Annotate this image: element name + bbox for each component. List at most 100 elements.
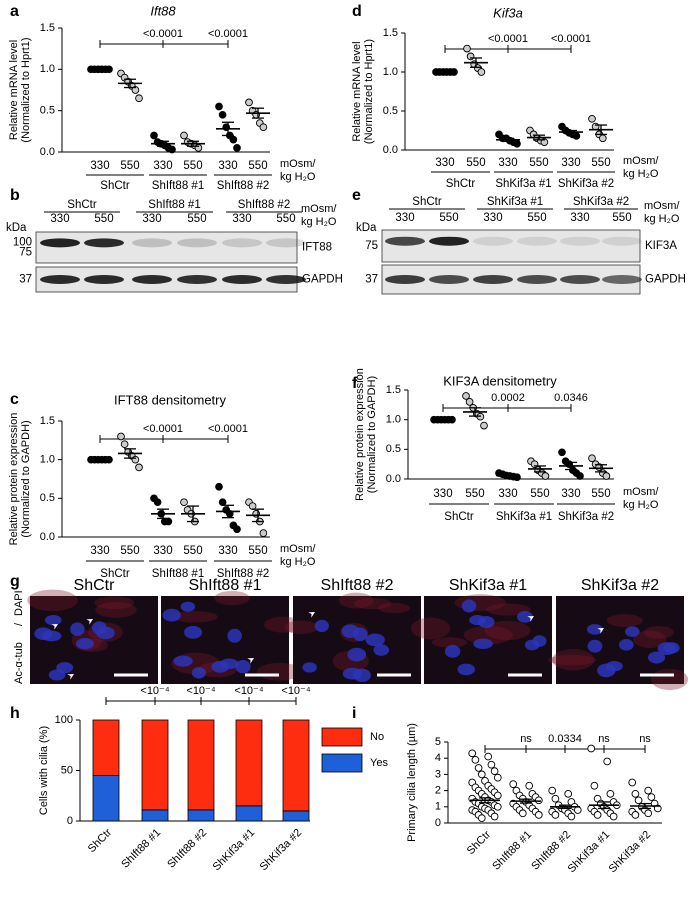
- chart-title: IFT88 densitometry: [114, 392, 226, 407]
- y-tick-label: 0.5: [383, 105, 398, 117]
- cilia-stain: [94, 596, 135, 610]
- y-tick-label: 2: [435, 785, 441, 797]
- cilia-stain: [606, 614, 643, 627]
- group-label: ShCtr: [444, 511, 474, 523]
- legend-label: No: [370, 731, 384, 743]
- group-label: ShKif3a #2: [558, 178, 614, 190]
- data-point: [513, 139, 521, 148]
- blot-band: [266, 275, 306, 284]
- data-point: [471, 755, 480, 764]
- unit-label: kg H₂O: [301, 216, 337, 228]
- x-tick-label: 550: [248, 160, 267, 172]
- y-tick-label: 0.5: [40, 105, 55, 117]
- nucleus: [524, 639, 540, 651]
- data-point: [493, 802, 502, 811]
- cilia-stain: [27, 589, 78, 612]
- arrowhead: [527, 616, 534, 622]
- y-axis-label: (Normalized to Hprt1): [363, 39, 375, 144]
- kda-label: kDa: [356, 222, 377, 234]
- data-point: [180, 131, 188, 140]
- data-point: [588, 454, 596, 463]
- x-tick-label: 330: [153, 545, 172, 557]
- lane-label: 550: [276, 213, 295, 225]
- significance-label: <0.0001: [143, 423, 183, 435]
- bar-segment: [92, 719, 120, 776]
- data-point: [541, 472, 550, 480]
- data-point: [628, 778, 637, 787]
- y-tick-label: 1.0: [40, 454, 55, 466]
- data-point: [229, 135, 238, 144]
- x-tick-label: 550: [466, 157, 485, 169]
- kda-marker: 100: [13, 236, 32, 248]
- data-point: [493, 791, 502, 800]
- nucleus: [191, 667, 206, 679]
- arrowhead: [597, 628, 604, 634]
- y-tick-label: 0.5: [386, 443, 401, 455]
- data-point: [180, 498, 188, 507]
- x-tick-label: 330: [561, 157, 580, 169]
- arrowhead: [67, 674, 74, 680]
- y-axis-label: Cells with cilia (%): [38, 726, 50, 815]
- data-point: [490, 767, 499, 776]
- x-tick-label: 550: [591, 488, 610, 500]
- kda-marker: 37: [19, 274, 32, 286]
- y-tick-label: 100: [55, 714, 73, 726]
- bar-segment: [282, 810, 310, 822]
- panel-letter: c: [10, 391, 19, 408]
- nucleus: [469, 615, 486, 626]
- stain-label: DAPI: [13, 590, 25, 616]
- x-tick-label: 330: [433, 488, 452, 500]
- panel-letter: h: [10, 705, 20, 722]
- significance-label: <10⁻⁴: [234, 685, 263, 697]
- lane-label: 550: [187, 213, 206, 225]
- group-label: ShCtr: [446, 178, 476, 190]
- data-point: [509, 780, 518, 788]
- lane-label: 330: [232, 213, 251, 225]
- data-point: [490, 812, 499, 821]
- bar-segment: [187, 809, 215, 822]
- panel-letter: f: [352, 375, 358, 392]
- cilia-stain: [338, 592, 374, 609]
- x-tick-label: ShCtr: [465, 828, 494, 857]
- cilia-stain: [632, 630, 667, 649]
- data-point: [259, 123, 268, 132]
- y-tick-label: 0.0: [386, 473, 401, 485]
- significance-label: <0.0001: [488, 33, 528, 45]
- lane-label: 330: [395, 212, 414, 224]
- data-point: [131, 86, 140, 94]
- blot-band: [602, 236, 642, 246]
- stain-label: /: [13, 622, 25, 626]
- nucleus: [352, 627, 368, 642]
- protein-label: IFT88: [302, 242, 332, 254]
- lane-label: 330: [570, 212, 589, 224]
- x-tick-label: ShIft88 #1: [490, 829, 534, 873]
- group-label: ShKif3a #2: [573, 196, 629, 208]
- data-point: [631, 789, 640, 798]
- blot-band: [132, 238, 172, 248]
- lane-label: 550: [612, 212, 631, 224]
- y-tick-label: 50: [61, 764, 73, 776]
- data-point: [534, 796, 543, 805]
- nucleus: [56, 662, 74, 674]
- unit-label: mOsm/: [280, 158, 316, 170]
- y-tick-label: 0: [435, 817, 441, 829]
- cilia-stain: [463, 625, 513, 645]
- bar-segment: [141, 809, 169, 822]
- y-tick-label: 1.5: [383, 27, 398, 39]
- blot-band: [177, 238, 217, 248]
- y-tick-label: 3: [435, 768, 441, 780]
- x-tick-label: 330: [435, 157, 454, 169]
- unit-label: mOsm/: [301, 203, 337, 215]
- cilia-stain: [284, 620, 318, 635]
- group-label: ShIft88 #2: [217, 568, 269, 580]
- data-point: [135, 94, 143, 103]
- cilia-stain: [95, 601, 137, 618]
- y-axis-label: Relative protein expression: [8, 413, 20, 546]
- bar-segment: [235, 719, 263, 807]
- group-label: ShCtr: [100, 568, 130, 580]
- lane-label: 330: [483, 212, 502, 224]
- micrograph-label: ShIft88 #2: [321, 577, 394, 594]
- data-point: [477, 68, 486, 76]
- data-point: [462, 392, 470, 400]
- significance-label: 0.0334: [548, 733, 582, 745]
